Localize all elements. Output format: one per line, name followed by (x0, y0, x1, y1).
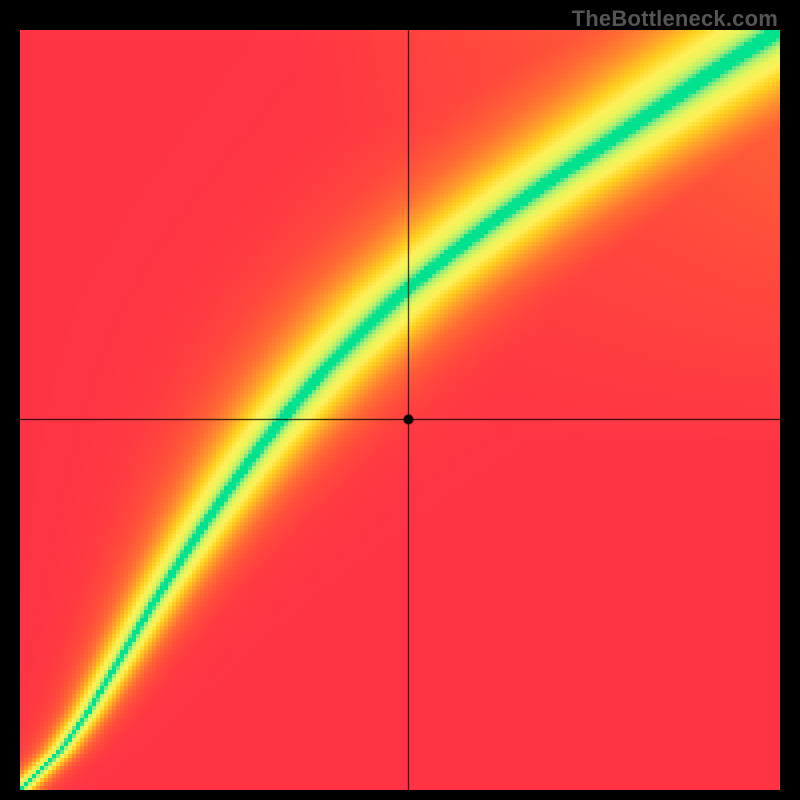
chart-container: TheBottleneck.com (0, 0, 800, 800)
bottleneck-heatmap (20, 30, 780, 790)
watermark-text: TheBottleneck.com (572, 6, 778, 32)
